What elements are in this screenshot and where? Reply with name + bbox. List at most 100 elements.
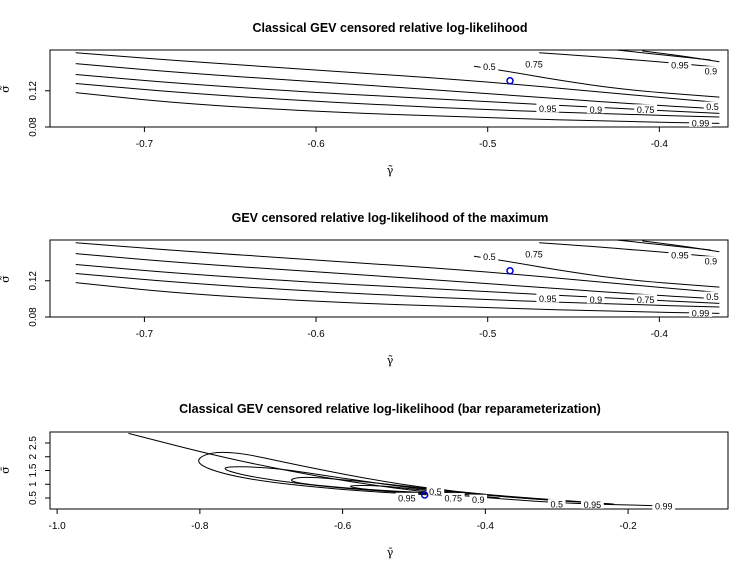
panel-3-title: Classical GEV censored relative log-like… (179, 402, 601, 416)
contour-label: 0.5 (706, 292, 719, 302)
contour-label: 0.95 (584, 500, 602, 510)
x-tick-label: -0.7 (136, 139, 154, 150)
contour-label-background (702, 66, 720, 76)
contour-line-0-95 (75, 83, 720, 118)
contour-label: 0.9 (590, 295, 603, 305)
panel-3-contours (128, 432, 657, 507)
contour-label: 0.99 (655, 501, 673, 511)
contour-label-background (480, 61, 499, 71)
panel-2-maximum (506, 267, 514, 275)
contour-label: 0.75 (637, 105, 655, 115)
contour-label: 0.5 (706, 102, 719, 112)
contour-label-background (703, 101, 722, 111)
panel-2-contour-labels: 0.5 0.75 0.95 0.9 0.5 0.75 0.9 0.95 0.99 (480, 248, 722, 318)
panel-3-contour-labels: 0.95 0.75 0.9 0.5 0.95 0.99 0.5 (395, 486, 676, 511)
panel-2-title: GEV censored relative log-likelihood of … (232, 211, 549, 225)
contour-line-0-5 (473, 255, 720, 288)
panel-2: GEV censored relative log-likelihood of … (0, 211, 729, 367)
contour-label-background (668, 59, 692, 69)
panel-1-x-axis-label: γ̃ (387, 164, 394, 177)
contour-label: 0.5 (483, 252, 496, 262)
x-tick-label: -0.5 (479, 329, 497, 340)
contour-line-0-99 (128, 432, 657, 507)
panel-2-x-axis-label: γ̃ (387, 354, 394, 367)
contour-label: 0.75 (525, 249, 543, 259)
contour-line-0-95 (75, 273, 720, 308)
contour-line-0-75 (75, 253, 720, 300)
contour-line-0-75 (291, 476, 557, 501)
x-tick-label: -1.0 (49, 521, 67, 532)
y-tick-label: 0.12 (28, 81, 39, 101)
y-tick-label: 2.5 (28, 436, 39, 450)
x-tick-label: -0.4 (651, 329, 669, 340)
panel-3-y-ticks: 0.5 1 1.5 2 2.5 (28, 436, 50, 505)
panel-2-y-axis-label: σ̃ (0, 275, 12, 283)
contour-line-0-5 (75, 52, 720, 103)
contour-label: 0.9 (472, 495, 485, 505)
panel-1-contour-labels: 0.5 0.75 0.95 0.9 0.5 0.75 0.9 0.95 0.99 (480, 58, 722, 128)
panel-2-y-ticks: 0.08 0.12 (28, 271, 50, 327)
contour-label-background (703, 291, 722, 301)
contour-label-background (587, 104, 605, 114)
contour-label-background (689, 117, 712, 127)
contour-label: 0.95 (539, 294, 557, 304)
x-tick-label: -0.6 (307, 329, 325, 340)
y-tick-label: 0.08 (28, 307, 39, 327)
contour-label-background (522, 248, 546, 258)
contour-line-0-9 (224, 466, 614, 505)
maximum-point (506, 77, 514, 85)
panel-1: Classical GEV censored relative log-like… (0, 21, 729, 177)
contour-label: 0.95 (539, 104, 557, 114)
contour-label: 0.95 (671, 60, 689, 70)
contour-line-0-99 (75, 92, 720, 124)
contour-label-background (536, 103, 560, 113)
x-tick-label: -0.7 (136, 329, 154, 340)
panel-1-contours (75, 50, 720, 124)
contour-label-background (536, 293, 560, 303)
panel-1-maximum (506, 77, 514, 85)
contour-label: 0.5 (429, 487, 442, 497)
x-tick-label: -0.8 (191, 521, 209, 532)
contour-line-0-5 (473, 65, 720, 98)
contour-label-background (634, 104, 658, 114)
x-tick-label: -0.2 (619, 521, 637, 532)
contour-label-background (652, 500, 676, 510)
contour-label: 0.9 (705, 257, 718, 267)
panel-1-x-ticks: -0.7 -0.6 -0.5 -0.4 (136, 127, 669, 150)
panel-3-x-axis-label: γ̄ (387, 546, 394, 559)
contour-label: 0.95 (398, 493, 416, 503)
contour-label-background (480, 251, 499, 261)
contour-label: 0.9 (590, 105, 603, 115)
maximum-point (506, 267, 514, 275)
contour-label: 0.95 (671, 250, 689, 260)
panel-1-y-ticks: 0.08 0.12 (28, 81, 50, 137)
contour-label-background (581, 499, 604, 509)
contour-line-0-5 (75, 242, 720, 293)
x-tick-label: -0.6 (334, 521, 352, 532)
panel-1-plot-frame (49, 49, 729, 128)
contour-line-0-9 (642, 240, 720, 253)
contour-label-background (702, 256, 720, 266)
contour-label-background (522, 58, 546, 68)
x-tick-label: -0.5 (479, 139, 497, 150)
panel-2-plot-frame (49, 239, 729, 318)
contour-label-background (587, 294, 605, 304)
contour-line-0-75 (75, 63, 720, 110)
panel-2-contours (75, 240, 720, 314)
contour-label: 0.75 (637, 295, 655, 305)
x-tick-label: -0.4 (477, 521, 495, 532)
panel-1-y-axis-label: σ̃ (0, 85, 12, 93)
contour-label-background (469, 494, 488, 504)
contour-label: 0.5 (483, 62, 496, 72)
x-tick-label: -0.4 (651, 139, 669, 150)
y-tick-label: 0.08 (28, 117, 39, 137)
contour-label: 0.9 (705, 67, 718, 77)
contour-label-background (426, 486, 445, 496)
y-tick-label: 1.5 (28, 463, 39, 477)
contour-label-background (395, 492, 419, 502)
contour-line-0-99 (75, 282, 720, 314)
panel-3-plot-frame (49, 431, 729, 510)
panel-2-x-ticks: -0.7 -0.6 -0.5 -0.4 (136, 317, 669, 340)
contour-label-background (634, 294, 658, 304)
